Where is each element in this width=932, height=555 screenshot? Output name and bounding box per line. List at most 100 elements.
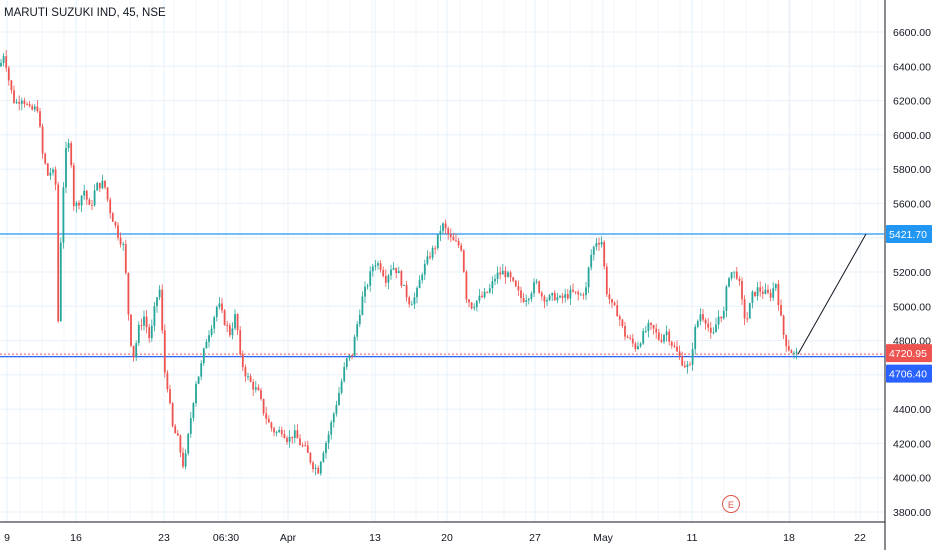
candle-body [221,304,223,311]
candle-body [203,348,205,363]
candle-body [460,245,462,250]
candle-body [291,437,293,438]
candle-body [718,317,720,325]
candle-body [356,324,358,337]
candle-body [512,277,514,280]
candle-body [31,106,33,110]
candle-body [463,250,465,271]
candle-body [393,268,395,270]
y-tick-label: 6200.00 [893,96,931,108]
x-tick-label: 16 [70,532,82,544]
candle-body [429,256,431,257]
candle-body [723,311,725,318]
candle-body [195,384,197,403]
y-tick-label: 6600.00 [893,27,931,39]
candle-body [733,272,735,273]
x-tick-label: 22 [854,532,866,544]
candle-body [229,325,231,335]
candle-body [63,187,65,242]
candle-body [640,344,642,346]
candle-body [619,316,621,319]
candle-body [398,271,400,273]
candle-body [486,292,488,293]
candle-body [187,434,189,453]
candle-body [333,414,335,423]
candle-body [375,265,377,266]
candle-body [174,426,176,433]
x-tick-label: 27 [529,532,541,544]
candle-body [213,317,215,328]
candle-body [247,376,249,377]
x-tick-label: 23 [158,532,170,544]
support-price-badge-label: 4706.40 [889,369,927,381]
resistance-price-badge-label: 5421.70 [889,229,927,241]
candle-body [466,272,468,300]
candle-body [679,351,681,356]
last-price-badge-label: 4720.95 [889,348,927,360]
candle-body [793,353,795,354]
candle-body [320,462,322,474]
candle-body [616,305,618,316]
candle-body [323,453,325,462]
candle-body [432,248,434,258]
candle-body [455,240,457,241]
y-tick-label: 4400.00 [893,404,931,416]
candle-body [447,228,449,234]
candle-body [73,165,75,206]
candle-body [523,298,525,302]
candle-body [650,323,652,325]
candle-body [427,256,429,263]
candle-body [122,244,124,245]
candle-body [133,346,135,357]
candle-body [369,271,371,285]
candle-body [57,185,59,322]
candle-body [772,288,774,297]
candle-body [276,432,278,433]
candle-body [741,281,743,299]
candle-body [780,305,782,316]
candle-body [154,306,156,326]
candle-body [343,367,345,381]
candle-body [692,349,694,365]
candle-body [42,126,44,153]
x-tick-label: Apr [280,532,297,544]
candle-body [499,273,501,275]
candle-body [315,468,317,469]
candle-body [117,225,119,237]
candle-body [395,268,397,273]
candle-body [479,296,481,301]
candle-body [252,382,254,390]
candle-body [731,272,733,278]
candle-body [167,373,169,390]
candle-body [382,270,384,276]
candle-body [551,293,553,295]
candle-body [351,355,353,356]
candle-body [622,320,624,326]
chart-title: MARUTI SUZUKI IND, 45, NSE [4,7,166,19]
candle-body [762,292,764,294]
candle-body [198,376,200,383]
candle-body [44,154,46,164]
candle-body [775,284,777,288]
candle-body [720,317,722,319]
candle-body [653,325,655,329]
candle-body [666,332,668,335]
candle-body [70,143,72,165]
candle-body [705,320,707,324]
candle-body [359,315,361,324]
candle-body [297,430,299,438]
candle-body [289,437,291,442]
x-tick-label: 9 [4,532,10,544]
candle-body [668,332,670,342]
candle-body [632,339,634,344]
candle-body [16,102,18,103]
candle-body [263,399,265,413]
candle-body [570,290,572,299]
candle-body [476,301,478,308]
candle-body [507,272,509,277]
candle-body [767,290,769,293]
candle-body [385,276,387,283]
candle-body [346,358,348,367]
